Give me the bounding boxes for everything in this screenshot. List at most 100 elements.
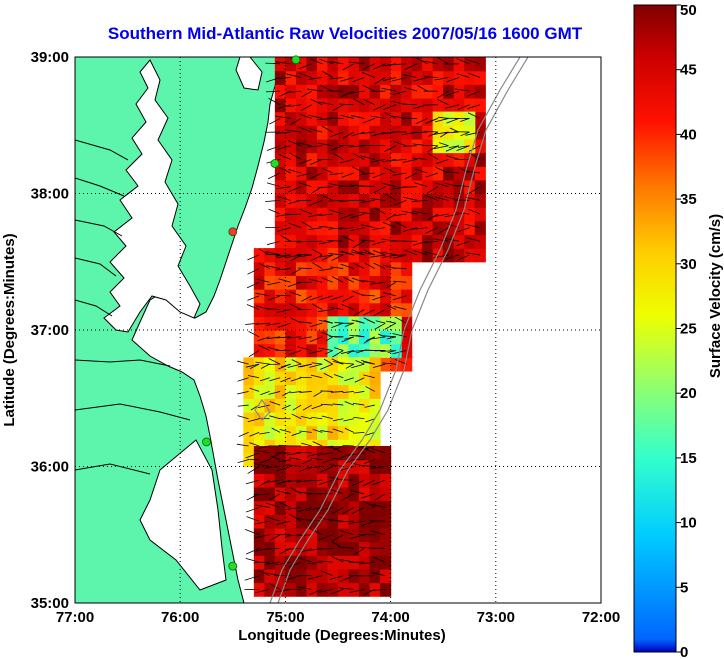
velocity-cell xyxy=(348,70,360,85)
velocity-cell xyxy=(264,289,276,304)
velocity-arrow xyxy=(340,575,354,582)
velocity-arrow xyxy=(330,588,344,595)
velocity-arrow xyxy=(446,118,460,124)
velocity-arrow xyxy=(392,90,407,95)
velocity-arrow xyxy=(290,487,302,495)
velocity-arrow xyxy=(258,344,270,351)
velocity-cell xyxy=(474,207,486,222)
velocity-arrow xyxy=(362,361,375,365)
velocity-arrow xyxy=(369,466,386,469)
velocity-cell xyxy=(401,248,413,263)
velocity-cell xyxy=(274,541,286,556)
velocity-arrow xyxy=(259,431,270,435)
velocity-cell xyxy=(432,207,444,222)
velocity-cell xyxy=(359,582,371,597)
velocity-cell xyxy=(401,275,413,290)
velocity-cell xyxy=(264,330,276,345)
velocity-arrow xyxy=(278,501,291,508)
velocity-cell xyxy=(432,220,444,236)
velocity-arrow xyxy=(275,131,291,134)
velocity-arrow xyxy=(371,131,386,137)
velocity-cell xyxy=(474,97,486,113)
velocity-arrow xyxy=(301,295,312,302)
velocity-arrow xyxy=(266,265,281,269)
velocity-arrow xyxy=(310,98,323,106)
colorbar-tick-label: 15 xyxy=(680,450,697,467)
velocity-arrow xyxy=(329,575,344,580)
velocity-cell xyxy=(380,582,392,597)
velocity-arrow xyxy=(275,115,291,119)
velocity-cell xyxy=(285,166,297,181)
velocity-arrow xyxy=(392,172,407,176)
velocity-cell xyxy=(390,343,402,358)
velocity-arrow xyxy=(266,182,281,188)
velocity-arrow xyxy=(291,431,302,436)
velocity-arrow xyxy=(351,249,365,256)
velocity-arrow xyxy=(288,350,302,356)
velocity-arrow xyxy=(331,507,344,515)
velocity-arrow xyxy=(247,466,260,474)
velocity-cell xyxy=(369,207,381,222)
velocity-cell xyxy=(295,207,308,222)
velocity-arrow xyxy=(245,452,260,459)
velocity-cell xyxy=(359,166,371,181)
velocity-cell xyxy=(348,446,360,461)
velocity-arrow xyxy=(265,561,281,565)
velocity-cell xyxy=(369,514,381,529)
velocity-arrows xyxy=(236,57,481,596)
velocity-arrow xyxy=(311,248,323,256)
velocity-cell xyxy=(380,568,392,584)
velocity-cell xyxy=(338,234,350,249)
velocity-arrow xyxy=(285,507,302,510)
velocity-arrow xyxy=(278,459,291,463)
velocity-cell xyxy=(306,302,318,317)
velocity-cell xyxy=(327,473,339,488)
velocity-cell xyxy=(295,459,308,474)
velocity-arrow xyxy=(373,262,386,269)
velocity-arrow xyxy=(344,427,354,433)
velocity-arrow xyxy=(340,77,354,82)
velocity-arrow xyxy=(317,142,333,147)
velocity-arrow xyxy=(350,184,365,188)
velocity-cell xyxy=(253,473,265,488)
velocity-arrow xyxy=(299,158,312,165)
velocity-arrow xyxy=(269,415,281,420)
velocity-cell xyxy=(390,330,402,345)
velocity-cell xyxy=(369,152,381,167)
velocity-cell xyxy=(338,473,350,488)
velocity-arrow xyxy=(285,548,302,550)
velocity-arrow xyxy=(296,479,312,483)
velocity-cell xyxy=(285,425,297,440)
velocity-cell xyxy=(285,473,297,488)
velocity-cell xyxy=(411,248,423,263)
velocity-cell xyxy=(432,248,444,263)
velocity-arrow xyxy=(255,504,270,508)
velocity-cell xyxy=(422,111,434,126)
velocity-cell xyxy=(285,125,297,140)
velocity-arrow xyxy=(312,428,323,433)
velocity-cell xyxy=(338,411,350,427)
velocity-cell xyxy=(285,179,297,195)
velocity-arrow xyxy=(351,131,365,137)
velocity-arrow xyxy=(342,295,354,302)
velocity-arrow xyxy=(298,182,312,188)
velocity-cell xyxy=(380,57,392,72)
velocity-cell xyxy=(338,398,350,413)
velocity-arrow xyxy=(433,238,449,242)
velocity-cell xyxy=(253,425,265,440)
velocity-cell xyxy=(359,70,371,85)
colorbar-tick-label: 30 xyxy=(680,256,697,273)
velocity-arrow xyxy=(348,145,365,148)
velocity-arrow xyxy=(321,277,333,283)
velocity-cell xyxy=(316,193,329,208)
station-marker xyxy=(270,159,280,168)
velocity-arrow xyxy=(358,561,375,565)
velocity-cell xyxy=(327,138,339,154)
velocity-cell xyxy=(316,316,329,331)
velocity-arrow xyxy=(306,507,323,511)
velocity-arrow xyxy=(264,479,281,484)
velocity-cell xyxy=(380,111,392,126)
velocity-arrow xyxy=(285,479,302,483)
velocity-arrow xyxy=(302,459,312,465)
velocity-arrow xyxy=(286,336,302,339)
